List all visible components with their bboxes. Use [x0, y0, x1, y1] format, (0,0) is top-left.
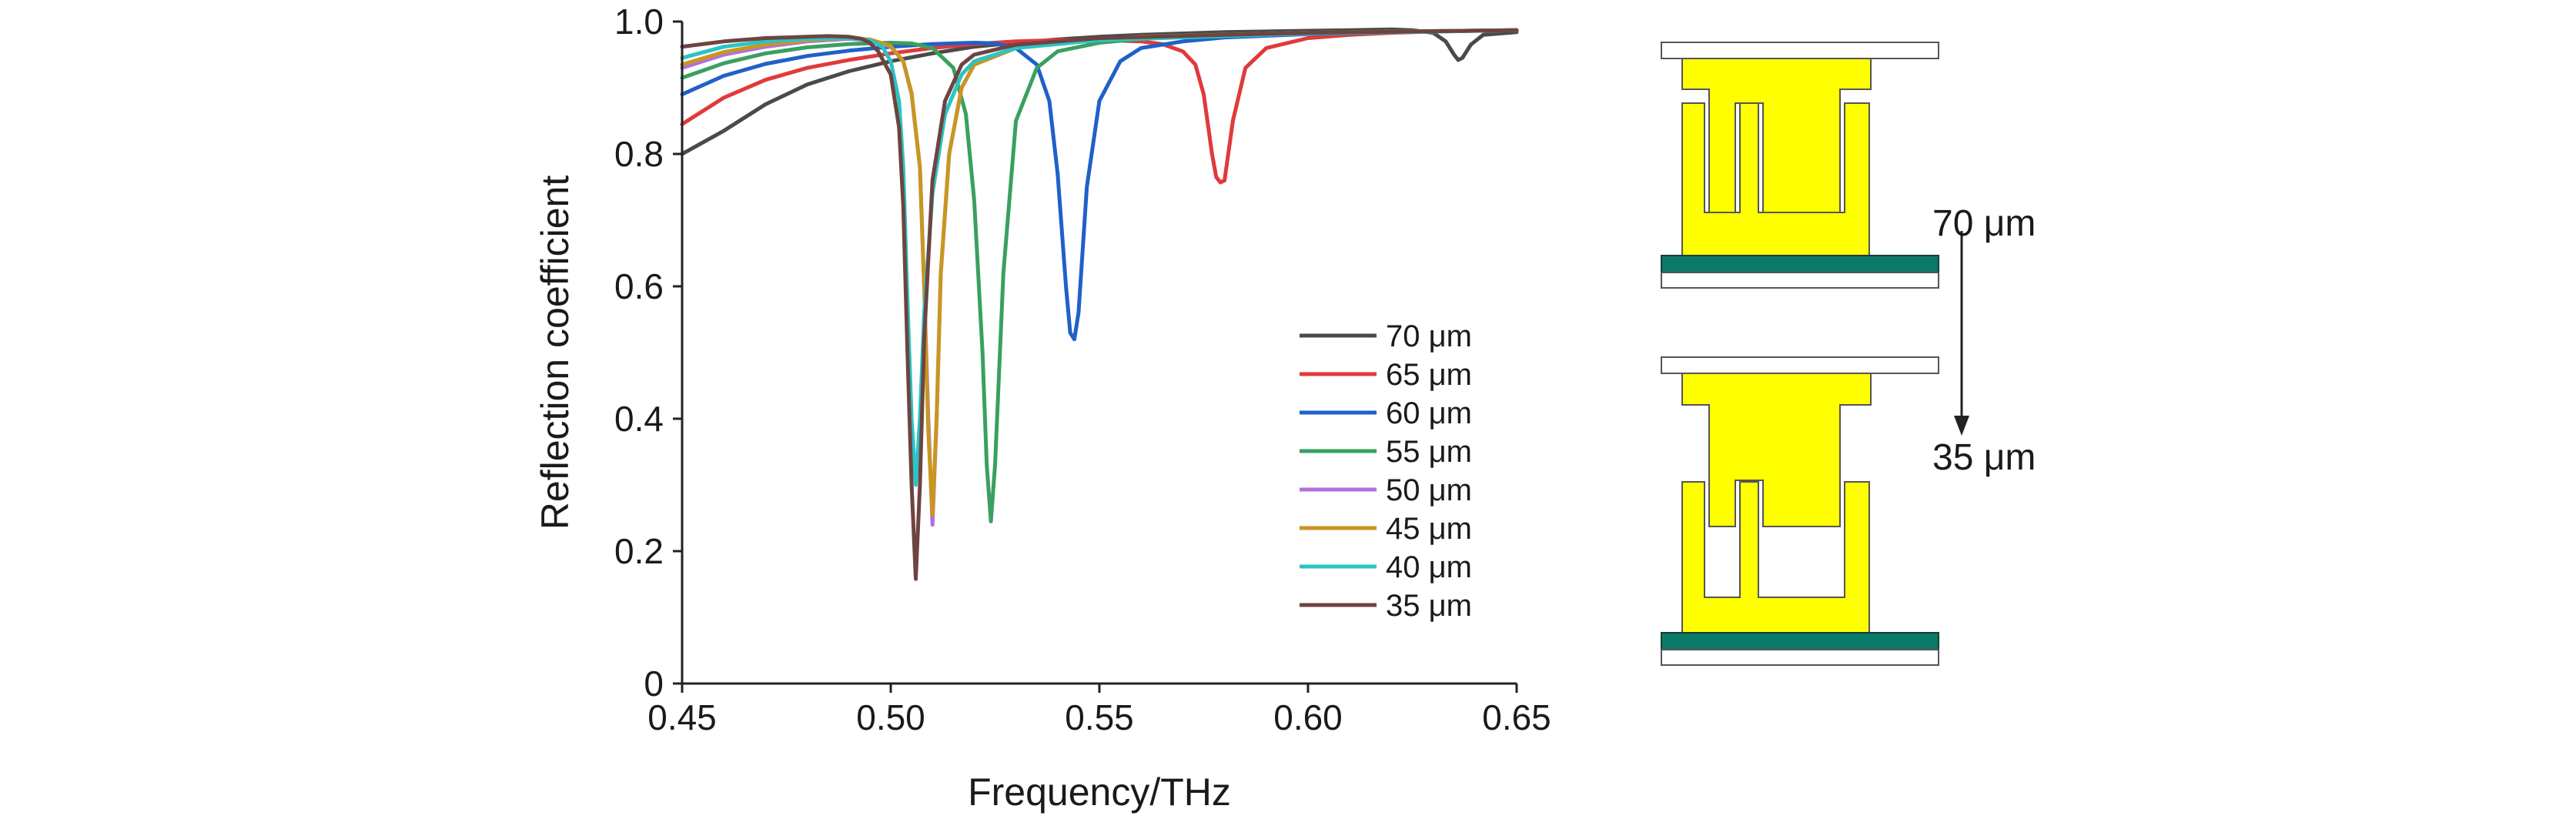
- top-plate: [1661, 42, 1939, 59]
- legend-label-4: 50 μm: [1386, 473, 1472, 507]
- legend-label-1: 65 μm: [1386, 358, 1472, 392]
- y-tick-label: 0.6: [614, 266, 664, 306]
- arrow-head: [1954, 416, 1969, 436]
- down-arrow: [1954, 231, 1969, 436]
- x-axis-label: Frequency/THz: [968, 771, 1231, 814]
- bottom-plate: [1661, 272, 1939, 289]
- x-ticks-group: 0.45 0.50 0.55 0.60 0.65: [647, 684, 1551, 737]
- y-axis-label: Reflection coefficient: [534, 176, 577, 530]
- upper-comb-electrode: [1681, 373, 1872, 527]
- x-tick-label: 0.55: [1065, 697, 1134, 737]
- legend-label-0: 70 μm: [1386, 319, 1472, 353]
- substrate-layer: [1661, 255, 1939, 273]
- y-tick-label: 0.4: [614, 399, 664, 439]
- schematic-panel: 70 μm 35 μm: [1661, 42, 2036, 666]
- gap-label-top: 70 μm: [1932, 203, 2036, 244]
- series-line-2: [680, 28, 1519, 342]
- y-tick-label: 1.0: [614, 2, 664, 42]
- unit-cell-top: [1661, 42, 1939, 289]
- y-tick-label: 0.8: [614, 134, 664, 174]
- gap-label-bottom: 35 μm: [1932, 437, 2036, 478]
- lower-comb-electrode: [1681, 102, 1870, 256]
- legend: 70 μm 65 μm 60 μm 55 μm 50 μm 45 μm 40 μm 35 μm: [1300, 319, 1472, 623]
- series-line-7: [680, 28, 1519, 581]
- x-tick-label: 0.60: [1273, 697, 1343, 737]
- legend-label-6: 40 μm: [1386, 550, 1472, 584]
- bottom-plate: [1661, 649, 1939, 666]
- plot-series-group: [680, 27, 1519, 581]
- legend-label-3: 55 μm: [1386, 435, 1472, 469]
- reflection-chart: 0.45 0.50 0.55 0.60 0.65 0 0.2 0.4 0.6 0.8 1.0 Fr…: [534, 2, 1551, 814]
- lower-comb-electrode: [1681, 481, 1870, 633]
- substrate-layer: [1661, 632, 1939, 650]
- y-ticks-group: 0 0.2 0.4 0.6 0.8 1.0: [614, 2, 682, 704]
- series-line-6: [680, 28, 1519, 487]
- y-tick-label: 0: [644, 664, 664, 704]
- legend-label-2: 60 μm: [1386, 396, 1472, 430]
- upper-comb-electrode: [1681, 58, 1872, 218]
- x-tick-label: 0.50: [856, 697, 925, 737]
- x-tick-label: 0.45: [647, 697, 717, 737]
- legend-label-7: 35 μm: [1386, 589, 1472, 623]
- series-line-1: [680, 28, 1519, 185]
- legend-label-5: 45 μm: [1386, 512, 1472, 546]
- y-tick-label: 0.2: [614, 531, 664, 571]
- series-line-0: [680, 27, 1519, 156]
- unit-cell-bottom: [1661, 356, 1939, 666]
- top-plate: [1661, 356, 1939, 374]
- x-tick-label: 0.65: [1482, 697, 1551, 737]
